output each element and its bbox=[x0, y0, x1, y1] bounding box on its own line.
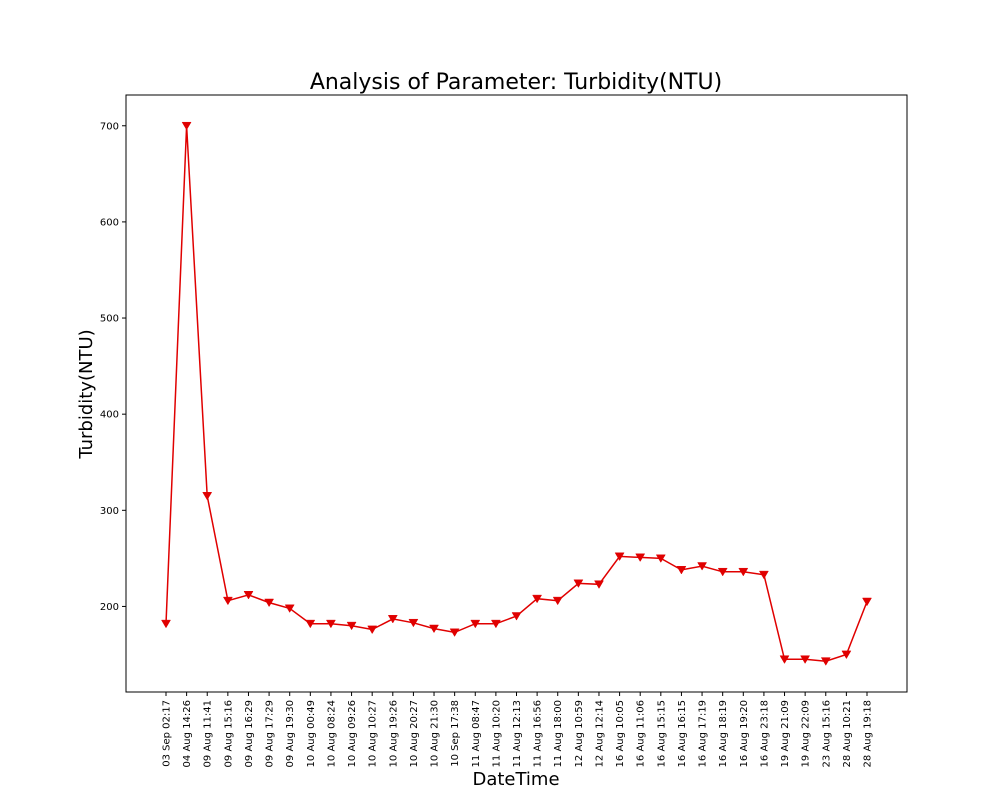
x-tick-label: 16 Aug 23:18 bbox=[759, 700, 770, 767]
data-point-marker bbox=[449, 628, 460, 637]
x-tick-label: 28 Aug 10:21 bbox=[842, 700, 853, 767]
data-point-marker bbox=[779, 655, 790, 664]
data-point-marker bbox=[676, 566, 687, 575]
data-point-marker bbox=[820, 657, 831, 666]
data-point-marker bbox=[222, 596, 233, 606]
y-tick-label: 400 bbox=[100, 410, 119, 421]
y-axis-label: Turbidity(NTU) bbox=[76, 329, 97, 459]
y-tick-label: 300 bbox=[100, 506, 119, 517]
x-tick-label: 12 Aug 10:59 bbox=[574, 700, 585, 767]
data-point-marker bbox=[264, 598, 275, 608]
data-point-marker bbox=[470, 619, 481, 629]
x-tick-label: 09 Aug 19:30 bbox=[285, 700, 296, 767]
y-tick-label: 700 bbox=[100, 121, 119, 132]
data-point-marker bbox=[573, 579, 584, 588]
x-tick-label: 11 Aug 12:13 bbox=[512, 700, 523, 767]
data-point-marker bbox=[697, 562, 708, 571]
x-tick-label: 11 Aug 18:00 bbox=[553, 700, 564, 767]
x-tick-label: 10 Aug 20:27 bbox=[409, 700, 420, 767]
data-point-marker bbox=[655, 554, 666, 563]
x-tick-label: 10 Aug 09:26 bbox=[347, 700, 358, 767]
data-point-marker bbox=[511, 612, 522, 621]
series-group bbox=[161, 121, 872, 666]
plot-frame bbox=[125, 94, 908, 693]
x-tick-label: 10 Sep 17:38 bbox=[450, 700, 461, 767]
x-tick-label: 10 Aug 19:26 bbox=[388, 700, 399, 767]
data-point-marker bbox=[738, 567, 749, 577]
data-point-marker bbox=[202, 492, 213, 501]
x-tick-label: 16 Aug 10:05 bbox=[615, 700, 626, 767]
x-tick-label: 10 Aug 08:24 bbox=[326, 700, 337, 767]
x-tick-label: 09 Aug 17:29 bbox=[265, 700, 276, 767]
data-point-marker bbox=[429, 624, 439, 634]
x-axis: 03 Sep 02:17 04 Aug 14:26 09 Aug 11:41 09 A… bbox=[162, 692, 874, 767]
x-tick-label: 11 Aug 10:20 bbox=[491, 700, 502, 767]
x-tick-label: 09 Aug 15:16 bbox=[223, 700, 234, 767]
data-point-marker bbox=[367, 625, 378, 635]
x-tick-label: 16 Aug 15:15 bbox=[656, 700, 667, 767]
data-point-marker bbox=[758, 570, 769, 580]
x-tick-label: 28 Aug 19:18 bbox=[863, 700, 874, 767]
data-point-marker bbox=[552, 596, 563, 606]
data-point-marker bbox=[490, 619, 501, 629]
data-point-marker bbox=[387, 615, 398, 624]
x-tick-label: 16 Aug 19:20 bbox=[739, 700, 750, 767]
y-tick-label: 600 bbox=[100, 217, 119, 228]
y-tick-label: 500 bbox=[100, 314, 119, 325]
y-tick-label: 200 bbox=[100, 602, 119, 613]
x-tick-label: 19 Aug 21:09 bbox=[780, 700, 791, 767]
x-tick-label: 03 Sep 02:17 bbox=[162, 700, 173, 767]
y-axis: 200 300 400 500 600 700 bbox=[100, 121, 126, 613]
data-point-marker bbox=[161, 619, 171, 629]
x-tick-label: 10 Aug 10:27 bbox=[368, 700, 379, 767]
data-point-marker bbox=[181, 121, 192, 131]
x-tick-label: 12 Aug 12:14 bbox=[594, 700, 605, 767]
x-tick-label: 04 Aug 14:26 bbox=[182, 700, 193, 767]
series-line bbox=[165, 125, 868, 662]
data-point-marker bbox=[305, 619, 316, 629]
x-tick-label: 16 Aug 18:19 bbox=[718, 700, 729, 767]
data-point-marker bbox=[532, 594, 543, 604]
data-point-marker bbox=[243, 591, 254, 600]
data-point-marker bbox=[635, 553, 646, 562]
data-point-marker bbox=[408, 618, 419, 628]
data-point-marker bbox=[325, 619, 336, 629]
x-tick-label: 10 Aug 00:49 bbox=[306, 700, 317, 767]
x-tick-label: 16 Aug 17:19 bbox=[698, 700, 709, 767]
x-tick-label: 10 Aug 21:30 bbox=[430, 700, 441, 767]
x-axis-label: DateTime bbox=[472, 769, 559, 790]
data-point-marker bbox=[841, 650, 852, 660]
data-point-marker bbox=[800, 655, 811, 664]
x-tick-label: 09 Aug 16:29 bbox=[244, 700, 255, 767]
x-tick-label: 23 Aug 15:16 bbox=[821, 700, 832, 767]
x-tick-label: 19 Aug 22:09 bbox=[801, 700, 812, 767]
data-point-marker bbox=[614, 552, 625, 561]
x-tick-label: 11 Aug 08:47 bbox=[471, 700, 482, 767]
data-point-marker bbox=[284, 604, 295, 613]
data-point-marker bbox=[862, 597, 872, 607]
x-tick-label: 11 Aug 16:56 bbox=[533, 700, 544, 767]
x-tick-label: 16 Aug 11:06 bbox=[636, 700, 647, 767]
x-tick-label: 09 Aug 11:41 bbox=[203, 700, 214, 767]
data-point-marker bbox=[594, 580, 604, 589]
chart-title: Analysis of Parameter: Turbidity(NTU) bbox=[310, 70, 722, 95]
data-point-marker bbox=[717, 567, 728, 577]
x-tick-label: 16 Aug 16:15 bbox=[677, 700, 688, 767]
data-point-marker bbox=[346, 621, 357, 631]
